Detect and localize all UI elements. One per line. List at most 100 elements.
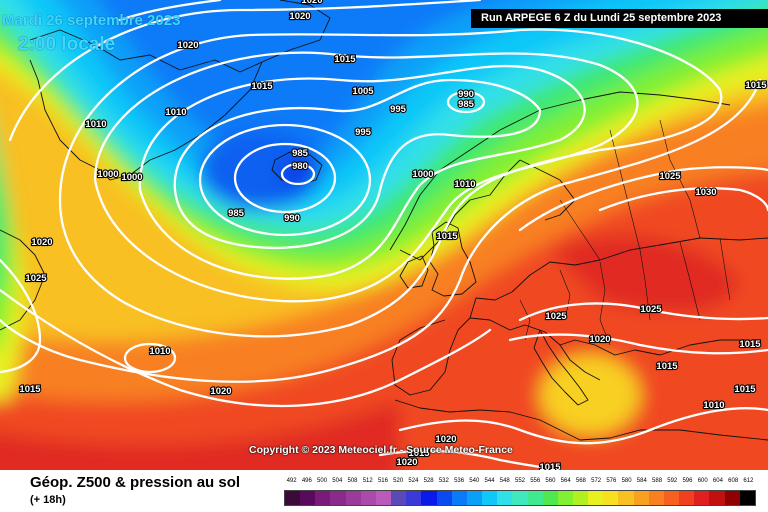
color-legend: 492 496 500 504 508 512 516 520 524 528 532 536 540 5… bbox=[284, 478, 756, 508]
isobar-label: 1025 bbox=[545, 311, 567, 322]
isobar-label: 1025 bbox=[25, 273, 47, 284]
isobar-label: 1010 bbox=[165, 107, 186, 118]
legend-label: 608 bbox=[728, 478, 739, 484]
footer-bar: Géop. Z500 & pression au sol (+ 18h) 492… bbox=[0, 470, 768, 512]
isobar-label: 1010 bbox=[454, 179, 475, 190]
isobar-label: 1020 bbox=[210, 386, 231, 397]
legend-label: 600 bbox=[697, 478, 708, 484]
africa-coast bbox=[394, 399, 768, 441]
isobar-label: 1020 bbox=[301, 0, 322, 6]
isobar-label: 1015 bbox=[19, 384, 41, 395]
isobar-label: 1015 bbox=[334, 54, 356, 65]
isobar-label: 985 bbox=[228, 208, 245, 219]
legend-label: 544 bbox=[484, 478, 495, 484]
isobar-1020 bbox=[0, 0, 490, 406]
legend-swatch bbox=[375, 491, 392, 505]
forecast-date: Mardi 26 septembre 2023 bbox=[2, 12, 181, 29]
isobar-label: 1015 bbox=[739, 339, 761, 350]
legend-label: 504 bbox=[332, 478, 343, 484]
isobar-label: 1015 bbox=[539, 462, 561, 470]
legend-label: 568 bbox=[575, 478, 586, 484]
legend-swatch bbox=[330, 491, 346, 505]
legend-label: 496 bbox=[301, 478, 312, 484]
isobar-1025-central bbox=[518, 302, 768, 322]
isobar-labels: 1020 1020 1020 1015 1015 1010 1010 1005 … bbox=[18, 0, 768, 470]
isobar-1005 bbox=[93, 51, 639, 303]
legend-swatch bbox=[285, 491, 301, 505]
legend-swatches bbox=[284, 490, 756, 506]
legend-swatch bbox=[694, 491, 710, 505]
legend-label: 520 bbox=[393, 478, 404, 484]
legend-label: 580 bbox=[621, 478, 632, 484]
isobar-1015-south bbox=[398, 407, 768, 445]
legend-label: 492 bbox=[286, 478, 297, 484]
isobar-label: 1020 bbox=[177, 40, 198, 51]
isobar-label: 1015 bbox=[408, 448, 430, 459]
geopotential-field bbox=[0, 0, 768, 470]
map-canvas: 1020 1020 1020 1015 1015 1010 1010 1005 … bbox=[0, 0, 768, 470]
isobar-label: 1020 bbox=[589, 334, 610, 345]
legend-swatch bbox=[512, 491, 528, 505]
legend-label: 540 bbox=[469, 478, 480, 484]
isobar-1015 bbox=[0, 0, 760, 382]
legend-label: 592 bbox=[667, 478, 678, 484]
forecast-lead-time: (+ 18h) bbox=[30, 494, 66, 506]
legend-swatch bbox=[451, 491, 467, 505]
weather-map: 1020 1020 1020 1015 1015 1010 1010 1005 … bbox=[0, 0, 768, 470]
isobar-1020-south bbox=[378, 449, 562, 470]
legend-label: 604 bbox=[712, 478, 723, 484]
legend-swatch bbox=[527, 491, 543, 505]
isobar-label: 995 bbox=[390, 104, 407, 115]
isobar-label: 1010 bbox=[149, 346, 170, 357]
coastlines bbox=[0, 0, 768, 441]
isobar-label: 1020 bbox=[396, 457, 417, 468]
isobar-1000 bbox=[138, 64, 586, 280]
isobar-label: 1025 bbox=[659, 171, 681, 182]
isobar-label: 1030 bbox=[695, 187, 716, 198]
isobar-label: 990 bbox=[284, 213, 300, 224]
isobar-label: 1000 bbox=[97, 169, 118, 180]
legend-label: 576 bbox=[606, 478, 617, 484]
legend-swatch bbox=[315, 491, 331, 505]
legend-label: 512 bbox=[362, 478, 373, 484]
legend-swatch bbox=[633, 491, 649, 505]
isobar-label: 1020 bbox=[435, 434, 456, 445]
isobar-label: 1010 bbox=[85, 119, 106, 130]
legend-label: 588 bbox=[652, 478, 663, 484]
run-info-box: Run ARPEGE 6 Z du Lundi 25 septembre 202… bbox=[471, 9, 768, 28]
legend-swatch bbox=[542, 491, 558, 505]
isobar-label: 1000 bbox=[412, 169, 433, 180]
legend-swatch bbox=[421, 491, 437, 505]
run-info: Run ARPEGE 6 Z du Lundi 25 septembre 202… bbox=[481, 12, 722, 24]
legend-swatch bbox=[436, 491, 452, 505]
legend-label: 552 bbox=[514, 478, 525, 484]
legend-swatch bbox=[648, 491, 664, 505]
legend-swatch bbox=[497, 491, 513, 505]
isobar-label: 985 bbox=[292, 148, 309, 159]
legend-label: 556 bbox=[530, 478, 541, 484]
legend-label: 532 bbox=[438, 478, 449, 484]
legend-label: 524 bbox=[408, 478, 419, 484]
isobar-1020-central bbox=[508, 333, 768, 355]
canada-coast bbox=[0, 229, 46, 331]
legend-label: 564 bbox=[560, 478, 571, 484]
legend-swatch bbox=[709, 491, 725, 505]
europe-coast bbox=[391, 237, 768, 396]
legend-label: 516 bbox=[377, 478, 388, 484]
isobar-label: 1010 bbox=[703, 400, 724, 411]
legend-swatch bbox=[482, 491, 498, 505]
isobar-990 bbox=[198, 123, 372, 237]
isobar-995 bbox=[173, 78, 542, 250]
isobar-label: 995 bbox=[355, 127, 372, 138]
isobar-label: 1015 bbox=[734, 384, 756, 395]
chart-title: Géop. Z500 & pression au sol bbox=[30, 474, 241, 491]
legend-label: 596 bbox=[682, 478, 693, 484]
legend-swatch bbox=[679, 491, 695, 505]
ireland-coast bbox=[399, 255, 429, 289]
legend-swatch bbox=[603, 491, 619, 505]
legend-swatch bbox=[406, 491, 422, 505]
isobar-label: 1015 bbox=[745, 80, 767, 91]
isobar-label: 1020 bbox=[289, 11, 310, 22]
legend-swatch bbox=[618, 491, 634, 505]
legend-label: 500 bbox=[317, 478, 328, 484]
